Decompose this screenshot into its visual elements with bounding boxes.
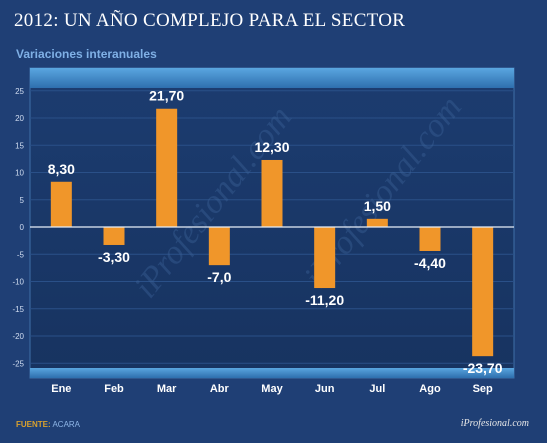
- y-tick-label: -25: [12, 359, 24, 368]
- chart-title: 2012: UN AÑO COMPLEJO PARA EL SECTOR: [14, 10, 406, 31]
- x-tick-label: Jun: [315, 383, 335, 395]
- y-tick-label: 15: [15, 141, 24, 150]
- y-tick-label: 10: [15, 169, 24, 178]
- x-tick-label: Abr: [210, 383, 230, 395]
- x-tick-label: Ene: [51, 383, 71, 395]
- y-tick-label: -5: [17, 250, 25, 259]
- y-tick-label: -10: [12, 278, 24, 287]
- data-label: -23,70: [463, 360, 503, 376]
- bar: [261, 159, 283, 227]
- data-label: 1,50: [364, 198, 391, 214]
- bar: [472, 227, 494, 357]
- y-tick-label: 20: [15, 114, 24, 123]
- y-tick-label: 25: [15, 87, 24, 96]
- bar: [366, 218, 388, 227]
- bar: [314, 227, 336, 289]
- data-label: -4,40: [414, 255, 446, 271]
- y-tick-label: -15: [12, 305, 24, 314]
- chart-subtitle: Variaciones interanuales: [16, 47, 157, 61]
- bottom-band: [30, 368, 514, 378]
- x-tick-label: Feb: [104, 383, 124, 395]
- data-label: 21,70: [149, 88, 184, 104]
- x-tick-label: Ago: [419, 383, 441, 395]
- x-tick-label: Sep: [473, 383, 493, 395]
- y-tick-label: 0: [20, 223, 25, 232]
- top-band: [30, 68, 514, 88]
- y-tick-label: 5: [20, 196, 25, 205]
- source-value: ACARA: [52, 420, 81, 429]
- x-tick-label: Jul: [369, 383, 385, 395]
- data-label: -7,0: [207, 269, 231, 285]
- source-note: FUENTE: ACARA: [16, 420, 80, 429]
- x-tick-label: May: [261, 383, 283, 395]
- data-label: -11,20: [305, 292, 344, 308]
- data-label: -3,30: [98, 249, 130, 265]
- x-tick-label: Mar: [157, 383, 177, 395]
- bar: [50, 181, 72, 227]
- data-label: 12,30: [254, 139, 289, 155]
- source-label: FUENTE:: [16, 420, 51, 429]
- site-credit: iProfesional.com: [460, 418, 529, 429]
- bar: [103, 227, 125, 245]
- bar: [419, 227, 441, 251]
- bar: [156, 108, 178, 227]
- y-tick-label: -20: [12, 332, 24, 341]
- bar: [208, 227, 230, 266]
- data-label: 8,30: [48, 161, 75, 177]
